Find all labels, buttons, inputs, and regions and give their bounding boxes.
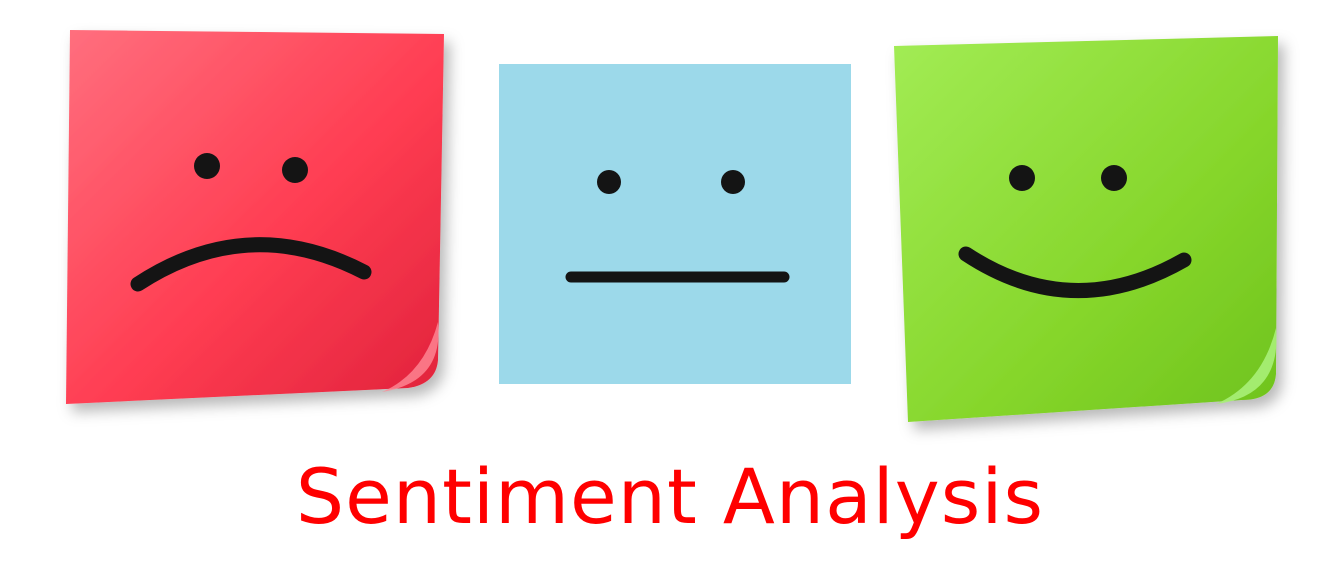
neutral-note-paper xyxy=(499,64,851,384)
page-title: Sentiment Analysis xyxy=(295,452,1045,541)
sad-note-paper xyxy=(66,30,444,404)
sad-sticky-note xyxy=(52,22,454,414)
happy-face-icon xyxy=(894,36,1278,422)
sad-note-curl xyxy=(382,322,439,392)
happy-right-eye xyxy=(1101,165,1127,191)
sad-mouth xyxy=(130,237,372,292)
sad-left-eye xyxy=(194,153,220,179)
sad-face-icon xyxy=(66,30,444,404)
sad-right-eye xyxy=(282,157,308,183)
neutral-face-icon xyxy=(499,64,851,384)
happy-left-eye xyxy=(1009,165,1035,191)
neutral-left-eye xyxy=(597,170,621,194)
neutral-sticky-note xyxy=(499,64,851,384)
happy-note-paper xyxy=(894,36,1278,422)
happy-mouth xyxy=(958,246,1192,298)
neutral-right-eye xyxy=(721,170,745,194)
happy-sticky-note xyxy=(882,28,1288,428)
happy-note-curl xyxy=(1216,328,1277,404)
